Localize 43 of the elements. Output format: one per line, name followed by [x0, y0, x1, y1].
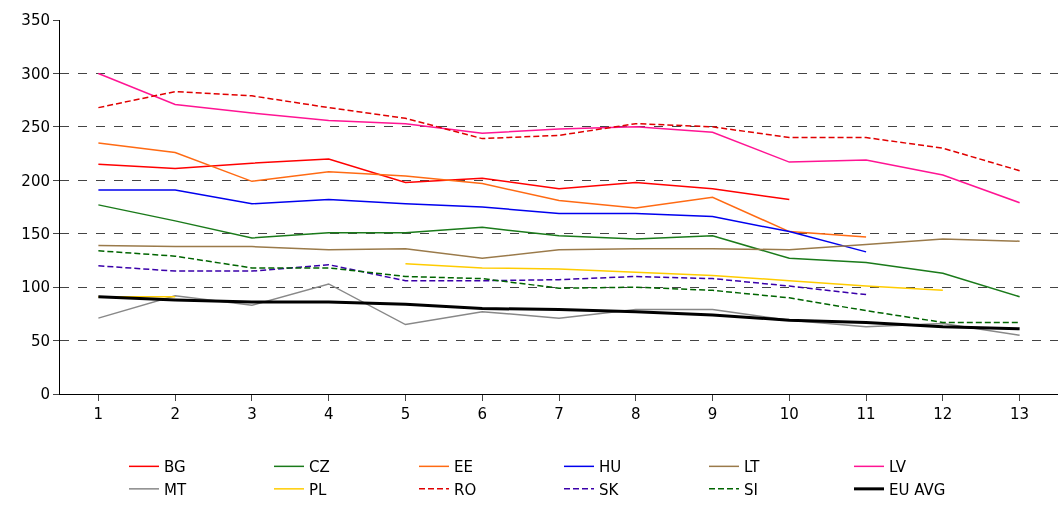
x-tick-label: 6	[477, 405, 487, 423]
x-tick-label: 10	[779, 405, 799, 423]
x-tick-label: 2	[170, 405, 180, 423]
y-tick-label: 100	[21, 278, 50, 297]
x-tick-label: 7	[554, 405, 564, 423]
x-tick-label: 9	[707, 405, 718, 423]
line-series	[97, 142, 867, 238]
x-tick-label: 13	[1010, 405, 1030, 423]
x-tick-label: 3	[247, 405, 257, 423]
legend-label: LT	[744, 458, 761, 477]
line-series	[97, 90, 1021, 172]
x-tick-label: 1	[93, 405, 104, 423]
legend-label: EU AVG	[889, 480, 946, 499]
x-tick-label: 11	[856, 405, 876, 423]
legend-label: SI	[744, 480, 758, 499]
y-tick-label: 300	[21, 64, 50, 83]
legend-label: MT	[164, 480, 187, 499]
line-series	[97, 250, 1021, 324]
x-tick-label: 12	[933, 405, 953, 423]
y-tick-label: 350	[21, 11, 50, 30]
x-tick-label: 4	[323, 405, 334, 423]
line-series	[97, 204, 1021, 298]
line-series	[97, 158, 791, 201]
line-series	[96, 295, 1022, 331]
line-series	[97, 72, 1021, 204]
legend-label: RO	[454, 480, 477, 499]
legend-label: LV	[889, 458, 907, 477]
legend-label: CZ	[309, 458, 330, 477]
y-tick-label: 0	[40, 385, 50, 404]
legend-label: EE	[454, 458, 473, 477]
legend-label: HU	[599, 458, 622, 477]
x-tick-label: 5	[400, 405, 411, 423]
x-tick-label: 8	[631, 405, 641, 423]
legend-label: BG	[164, 458, 186, 477]
line-series	[97, 238, 1021, 260]
legend-label: PL	[309, 480, 328, 499]
y-tick-label: 150	[21, 224, 50, 243]
line-series	[97, 189, 867, 253]
y-tick-label: 50	[30, 331, 50, 350]
y-tick-label: 250	[21, 118, 50, 137]
legend-label: SK	[599, 480, 620, 499]
line-series	[97, 263, 867, 296]
y-tick-label: 200	[21, 171, 50, 190]
